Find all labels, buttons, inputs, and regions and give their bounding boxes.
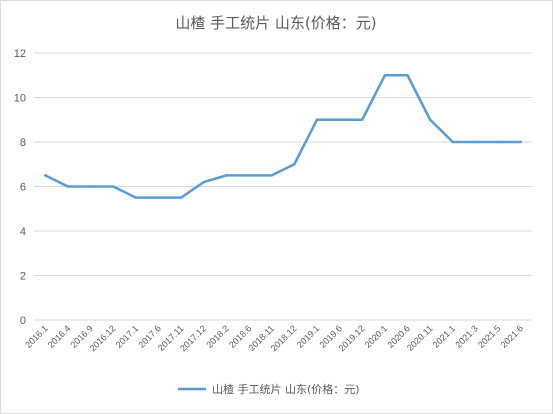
data-point — [383, 74, 387, 77]
x-tick-label: 2020.1 — [363, 323, 390, 350]
x-tick-label: 2016.4 — [46, 323, 73, 350]
y-tick-label: 2 — [20, 271, 26, 283]
data-point — [89, 185, 92, 188]
y-axis-ticks: 0 2 4 6 8 10 12 — [14, 48, 26, 327]
data-point — [66, 185, 70, 188]
y-tick-label: 4 — [20, 226, 26, 238]
series-layer — [44, 74, 522, 199]
y-tick-label: 12 — [14, 48, 26, 60]
chart-title: 山楂 手工统片 山东(价格：元) — [175, 14, 376, 32]
x-tick-label: 2021.1 — [431, 323, 458, 350]
data-point — [451, 140, 454, 144]
x-tick-label: 2021.3 — [453, 323, 480, 350]
legend-label: 山楂 手工统片 山东(价格：元) — [212, 382, 360, 396]
data-point — [428, 118, 432, 121]
x-tick-label: 2021.5 — [476, 323, 503, 350]
data-point — [496, 140, 500, 144]
data-point — [270, 174, 273, 177]
data-point — [247, 174, 251, 177]
data-point — [202, 180, 205, 184]
y-tick-label: 6 — [20, 182, 26, 194]
data-point — [44, 174, 47, 177]
x-tick-label: 2018.2 — [204, 323, 231, 350]
data-point — [179, 196, 183, 199]
data-point — [112, 185, 115, 188]
data-point — [225, 174, 228, 177]
x-tick-label: 2021.6 — [499, 323, 526, 350]
x-tick-label: 2017.1 — [114, 323, 141, 350]
data-point — [474, 140, 477, 144]
data-point — [338, 118, 341, 121]
series-line — [44, 74, 522, 199]
data-point — [519, 140, 522, 144]
y-tick-label: 10 — [14, 93, 26, 105]
x-tick-label: 2019.1 — [295, 323, 322, 350]
data-point — [157, 196, 160, 199]
data-point — [293, 163, 296, 166]
y-tick-label: 0 — [20, 315, 26, 327]
legend: 山楂 手工统片 山东(价格：元) — [178, 382, 360, 396]
data-point — [134, 196, 138, 199]
data-point — [315, 118, 319, 121]
data-point — [361, 118, 364, 121]
x-tick-label: 2016.1 — [23, 323, 50, 350]
data-point — [406, 74, 409, 77]
x-axis-ticks: 2016.12016.42016.92016.122017.12017.6201… — [23, 323, 525, 353]
x-tick-label: 2020.11 — [405, 323, 435, 353]
y-tick-label: 8 — [20, 137, 26, 149]
gridlines — [34, 52, 532, 321]
